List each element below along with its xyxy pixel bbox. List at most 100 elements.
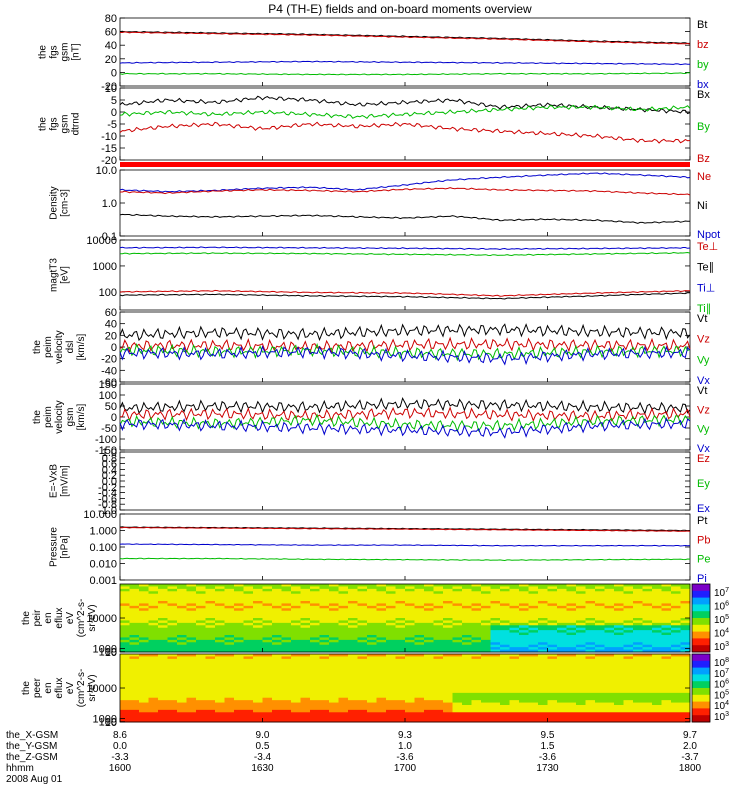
heatmap-cell [519, 598, 529, 602]
series-line [119, 323, 691, 342]
heatmap-cell [405, 642, 415, 646]
heatmap-cell [357, 705, 368, 708]
heatmap-cell [196, 593, 206, 597]
heatmap-cell [642, 598, 653, 602]
heatmap-cell [680, 661, 691, 665]
heatmap-cell [129, 663, 140, 667]
heatmap-cell [167, 596, 178, 600]
heatmap-cell [433, 654, 444, 657]
heatmap-cell [661, 591, 672, 595]
heatmap-cell [376, 685, 387, 689]
heatmap-cell [158, 714, 168, 718]
heatmap-cell [120, 639, 130, 643]
heatmap-cell [253, 642, 263, 646]
heatmap-cell [186, 630, 197, 634]
heatmap-cell [319, 630, 330, 634]
heatmap-cell [338, 688, 349, 691]
heatmap-cell [652, 625, 662, 629]
heatmap-cell [414, 596, 425, 600]
heatmap-cell [196, 615, 206, 619]
heatmap-cell [386, 707, 396, 711]
heatmap-cell [338, 705, 349, 708]
heatmap-cell [262, 666, 273, 670]
heatmap-cell [433, 588, 444, 592]
heatmap-cell [614, 656, 624, 660]
heatmap-cell [576, 690, 586, 694]
heatmap-cell [614, 685, 624, 689]
heatmap-cell [148, 603, 159, 607]
heatmap-cell [120, 601, 130, 604]
heatmap-cell [405, 717, 415, 721]
heatmap-cell [490, 618, 501, 621]
heatmap-cell [405, 695, 415, 699]
heatmap-cell [281, 666, 292, 670]
heatmap-cell [595, 656, 605, 660]
heatmap-cell [519, 637, 529, 641]
heatmap-cell [215, 639, 225, 643]
heatmap-cell [671, 702, 681, 706]
heatmap-cell [291, 690, 301, 694]
heatmap-cell [196, 601, 206, 604]
colorbar-segment [692, 667, 710, 672]
heatmap-cell [367, 584, 377, 587]
heatmap-cell [614, 709, 624, 713]
heatmap-cell [386, 680, 396, 684]
heatmap-cell [528, 663, 539, 667]
heatmap-cell [253, 608, 263, 612]
heatmap-cell [253, 610, 263, 614]
heatmap-cell [139, 680, 149, 684]
heatmap-cell [509, 695, 520, 699]
heatmap-cell [395, 610, 406, 614]
heatmap-cell [462, 596, 472, 600]
heatmap-cell [443, 666, 453, 670]
heatmap-cell [357, 707, 368, 711]
heatmap-cell [291, 625, 301, 629]
heatmap-cell [234, 586, 244, 590]
heatmap-cell [291, 627, 301, 631]
heatmap-cell [614, 671, 624, 674]
heatmap-cell [348, 661, 358, 665]
heatmap-cell [452, 719, 463, 723]
heatmap-cell [167, 639, 178, 643]
heatmap-cell [509, 658, 520, 662]
heatmap-cell [243, 635, 254, 638]
y-tick-label: 0.1 [102, 231, 117, 243]
y-axis-label: [nPa] [60, 535, 71, 559]
heatmap-cell [329, 680, 339, 684]
heatmap-cell [177, 632, 187, 636]
heatmap-cell [652, 620, 662, 624]
heatmap-cell [167, 622, 178, 626]
heatmap-cell [348, 622, 358, 626]
heatmap-cell [424, 683, 434, 687]
heatmap-cell [424, 700, 434, 704]
heatmap-cell [604, 647, 615, 651]
y-tick-label: -50 [101, 423, 117, 435]
heatmap-cell [224, 675, 235, 679]
heatmap-cell [129, 666, 140, 670]
panel-frame [119, 169, 691, 237]
heatmap-cell [262, 591, 273, 595]
heatmap-cell [566, 603, 577, 607]
heatmap-cell [652, 692, 662, 696]
heatmap-cell [281, 709, 292, 713]
heatmap-cell [205, 714, 216, 718]
heatmap-cell [243, 630, 254, 634]
y-axis-label: (cm^2-s- [76, 599, 87, 638]
heatmap-cell [471, 690, 482, 694]
heatmap-cell [234, 666, 244, 670]
heatmap-cell [177, 608, 187, 612]
heatmap-cell [224, 586, 235, 590]
heatmap-cell [424, 622, 434, 626]
heatmap-cell [300, 719, 311, 723]
heatmap-cell [158, 678, 168, 682]
heatmap-cell [528, 622, 539, 626]
colorbar-segment [692, 587, 710, 592]
heatmap-cell [167, 697, 178, 701]
heatmap-cell [642, 685, 653, 689]
heatmap-cell [614, 658, 624, 662]
heatmap-cell [224, 627, 235, 631]
heatmap-cell [623, 663, 634, 667]
heatmap-cell [538, 656, 548, 660]
heatmap-cell [414, 685, 425, 689]
heatmap-cell [281, 586, 292, 590]
